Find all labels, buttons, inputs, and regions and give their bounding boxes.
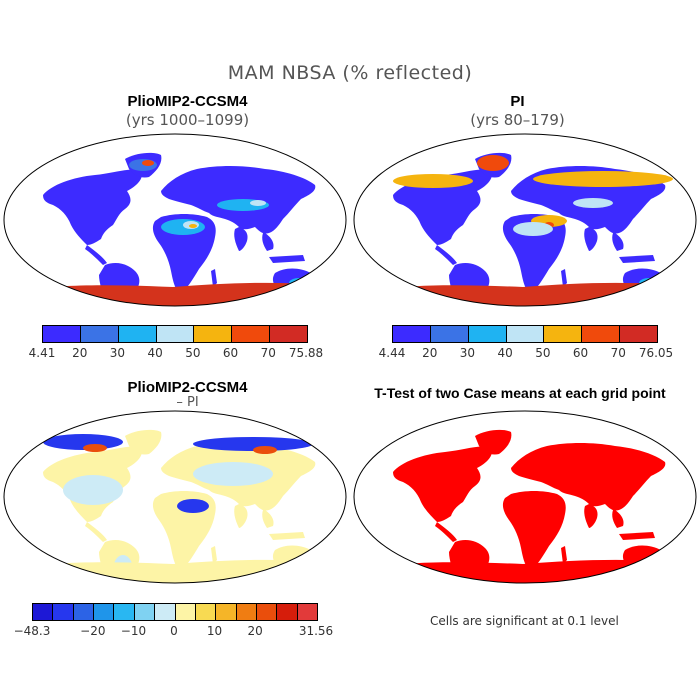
colorbar-panel-2-swatch bbox=[430, 326, 469, 342]
colorbar-panel-3-swatch bbox=[216, 604, 237, 620]
colorbar-panel-3-ticks: −48.3 −20 −10 0 10 20 31.56 bbox=[14, 624, 334, 640]
colorbar-panel-3-swatch bbox=[73, 604, 95, 620]
map-panel-2 bbox=[353, 133, 697, 307]
colorbar-panel-1-tick-label: 20 bbox=[72, 346, 88, 360]
panel1-title: PlioMIP2-CCSM4 bbox=[127, 93, 248, 110]
colorbar-panel-1-tick-label: 60 bbox=[222, 346, 239, 360]
significance-note: Cells are significant at 0.1 level bbox=[430, 614, 619, 628]
colorbar-panel-2-tick-label: 70 bbox=[610, 346, 626, 360]
panel3-subtitle: – PI bbox=[176, 395, 199, 410]
colorbar-panel-3-tick-label: −20 bbox=[80, 624, 106, 638]
panel4-title: T-Test of two Case means at each grid po… bbox=[374, 385, 666, 401]
panel2-title: PI bbox=[510, 93, 525, 110]
colorbar-panel-2-swatch bbox=[468, 326, 507, 342]
colorbar-panel-2-tick-label: 20 bbox=[422, 346, 438, 360]
map-panel-1 bbox=[3, 133, 347, 307]
panel3-title: PlioMIP2-CCSM4 bbox=[127, 379, 248, 396]
colorbar-panel-3-tick-label: −48.3 bbox=[13, 624, 51, 638]
colorbar-panel-3-tick-label: 0 bbox=[170, 624, 178, 638]
colorbar-panel-2-swatch bbox=[506, 326, 545, 342]
colorbar-panel-1-swatch bbox=[194, 326, 233, 342]
colorbar-panel-1-tick-label: 75.88 bbox=[288, 346, 324, 360]
colorbar-panel-2-tick-label: 4.44 bbox=[378, 346, 406, 360]
colorbar-panel-3-tick-label: −10 bbox=[120, 624, 147, 638]
colorbar-panel-1-swatch bbox=[156, 326, 195, 342]
figure-title: MAM NBSA (% reflected) bbox=[227, 62, 473, 84]
colorbar-panel-3-swatch bbox=[195, 604, 217, 620]
colorbar-panel-2-swatch bbox=[582, 326, 621, 342]
map-panel-3 bbox=[3, 410, 347, 584]
colorbar-panel-3-swatch bbox=[175, 604, 196, 620]
colorbar-panel-1-tick-label: 50 bbox=[185, 346, 201, 360]
colorbar-panel-2-tick-label: 76.05 bbox=[638, 346, 674, 360]
colorbar-panel-2-ticks: 4.44 20 30 40 50 60 70 76.05 bbox=[379, 346, 674, 362]
colorbar-panel-3-tick-label: 20 bbox=[247, 624, 263, 638]
colorbar-panel-2 bbox=[392, 325, 658, 343]
colorbar-panel-1-swatch bbox=[43, 326, 81, 342]
colorbar-panel-3 bbox=[32, 603, 318, 621]
colorbar-panel-3-swatch bbox=[53, 604, 74, 620]
colorbar-panel-1-tick-label: 4.41 bbox=[28, 346, 56, 360]
colorbar-panel-2-tick-label: 40 bbox=[497, 346, 513, 360]
colorbar-panel-1-swatch bbox=[118, 326, 157, 342]
colorbar-panel-3-swatch bbox=[256, 604, 278, 620]
colorbar-panel-3-tick-label: 31.56 bbox=[298, 624, 334, 638]
colorbar-panel-1-swatch bbox=[270, 326, 308, 342]
colorbar-panel-1-tick-label: 40 bbox=[147, 346, 163, 360]
colorbar-panel-3-swatch bbox=[33, 604, 54, 620]
panel1-subtitle: (yrs 1000–1099) bbox=[125, 111, 250, 129]
colorbar-panel-1-swatch bbox=[80, 326, 119, 342]
colorbar-panel-2-tick-label: 50 bbox=[535, 346, 551, 360]
colorbar-panel-2-tick-label: 30 bbox=[459, 346, 476, 360]
colorbar-panel-1-tick-label: 70 bbox=[260, 346, 276, 360]
colorbar-panel-3-swatch bbox=[155, 604, 176, 620]
colorbar-panel-1 bbox=[42, 325, 308, 343]
colorbar-panel-3-tick-label: 10 bbox=[206, 624, 223, 638]
colorbar-panel-3-swatch bbox=[94, 604, 115, 620]
colorbar-panel-2-tick-label: 60 bbox=[572, 346, 589, 360]
colorbar-panel-2-swatch bbox=[393, 326, 431, 342]
map-panel-4 bbox=[353, 410, 697, 584]
colorbar-panel-1-swatch bbox=[232, 326, 271, 342]
colorbar-panel-3-swatch bbox=[236, 604, 257, 620]
colorbar-panel-3-swatch bbox=[297, 604, 318, 620]
panel2-subtitle: (yrs 80–179) bbox=[470, 111, 565, 129]
colorbar-panel-2-swatch bbox=[620, 326, 658, 342]
colorbar-panel-1-tick-label: 30 bbox=[109, 346, 126, 360]
colorbar-panel-2-swatch bbox=[544, 326, 583, 342]
colorbar-panel-1-ticks: 4.41 20 30 40 50 60 70 75.88 bbox=[29, 346, 324, 362]
colorbar-panel-3-swatch bbox=[134, 604, 156, 620]
colorbar-panel-3-swatch bbox=[277, 604, 298, 620]
colorbar-panel-3-swatch bbox=[114, 604, 135, 620]
